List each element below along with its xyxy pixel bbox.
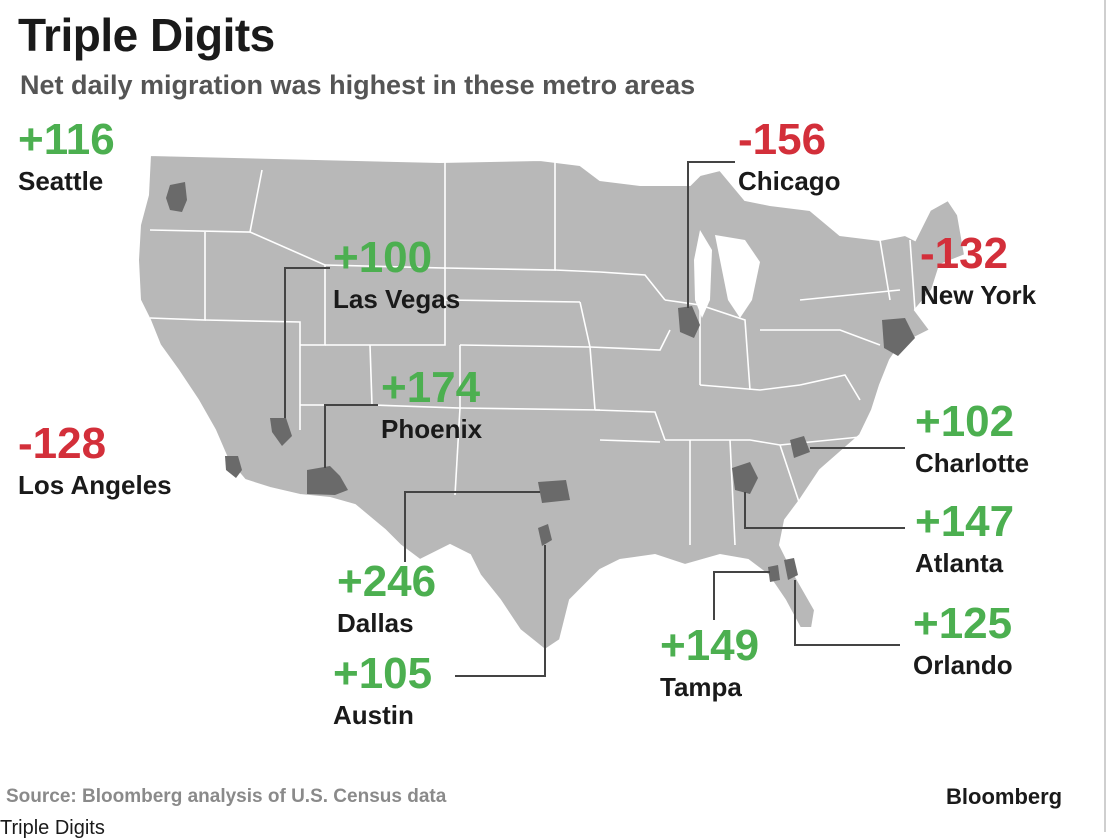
- brand-logo: Bloomberg: [946, 784, 1063, 809]
- orlando-metro: [784, 558, 798, 580]
- label-los-angeles: -128 Los Angeles: [18, 419, 172, 500]
- image-caption: Triple Digits: [0, 817, 105, 839]
- dallas-metro: [538, 480, 570, 503]
- label-dallas: +246 Dallas: [337, 557, 437, 638]
- value-tampa: +149: [660, 621, 760, 670]
- value-los-angeles: -128: [18, 419, 107, 468]
- page-subtitle: Net daily migration was highest in these…: [20, 70, 696, 100]
- label-new-york: -132 New York: [920, 229, 1037, 310]
- city-atlanta: Atlanta: [915, 548, 1004, 578]
- city-new-york: New York: [920, 280, 1037, 310]
- austin-leader: [455, 545, 546, 677]
- leader-lines: [284, 161, 905, 677]
- right-divider: [1104, 0, 1106, 832]
- us-land: [136, 153, 967, 652]
- label-austin: +105 Austin: [333, 649, 433, 730]
- label-orlando: +125 Orlando: [913, 599, 1013, 680]
- orlando-leader: [794, 580, 900, 646]
- city-charlotte: Charlotte: [915, 448, 1030, 478]
- seattle-metro: [166, 182, 187, 212]
- page-title: Triple Digits: [18, 9, 275, 61]
- value-charlotte: +102: [915, 397, 1015, 446]
- value-dallas: +246: [337, 557, 437, 606]
- austin-metro: [538, 524, 552, 546]
- label-tampa: +149 Tampa: [660, 621, 760, 702]
- value-atlanta: +147: [915, 497, 1015, 546]
- value-seattle: +116: [18, 115, 115, 164]
- metro-areas: [166, 182, 915, 582]
- great-lakes: [715, 235, 760, 318]
- value-new-york: -132: [920, 229, 1009, 278]
- label-seattle: +116 Seattle: [18, 115, 115, 196]
- value-phoenix: +174: [381, 363, 481, 412]
- city-dallas: Dallas: [337, 608, 414, 638]
- value-las-vegas: +100: [333, 233, 433, 282]
- las-vegas-metro: [270, 418, 292, 446]
- label-atlanta: +147 Atlanta: [915, 497, 1015, 578]
- atlanta-leader: [744, 492, 905, 529]
- source-note: Source: Bloomberg analysis of U.S. Censu…: [6, 786, 447, 807]
- city-phoenix: Phoenix: [381, 414, 483, 444]
- city-tampa: Tampa: [660, 672, 742, 702]
- city-seattle: Seattle: [18, 166, 104, 196]
- los-angeles-metro: [225, 456, 242, 478]
- label-las-vegas: +100 Las Vegas: [333, 233, 461, 314]
- city-austin: Austin: [333, 700, 414, 730]
- city-las-vegas: Las Vegas: [333, 284, 461, 314]
- lake-michigan: [694, 230, 712, 318]
- value-chicago: -156: [738, 115, 827, 164]
- city-orlando: Orlando: [913, 650, 1013, 680]
- new-york-metro: [882, 318, 915, 356]
- tampa-leader: [713, 571, 770, 620]
- state-borders: [149, 162, 916, 546]
- label-phoenix: +174 Phoenix: [381, 363, 483, 444]
- value-orlando: +125: [913, 599, 1013, 648]
- charlotte-metro: [790, 436, 810, 458]
- dallas-leader: [404, 491, 540, 562]
- city-los-angeles: Los Angeles: [18, 470, 172, 500]
- atlanta-metro: [732, 462, 758, 494]
- city-chicago: Chicago: [738, 166, 841, 196]
- las-vegas-leader: [284, 267, 330, 418]
- value-austin: +105: [333, 649, 433, 698]
- phoenix-leader: [324, 404, 378, 468]
- label-chicago: -156 Chicago: [738, 115, 841, 196]
- chicago-leader: [687, 161, 735, 308]
- chicago-metro: [678, 306, 700, 338]
- tampa-metro: [768, 565, 780, 582]
- label-charlotte: +102 Charlotte: [915, 397, 1030, 478]
- phoenix-metro: [307, 466, 348, 495]
